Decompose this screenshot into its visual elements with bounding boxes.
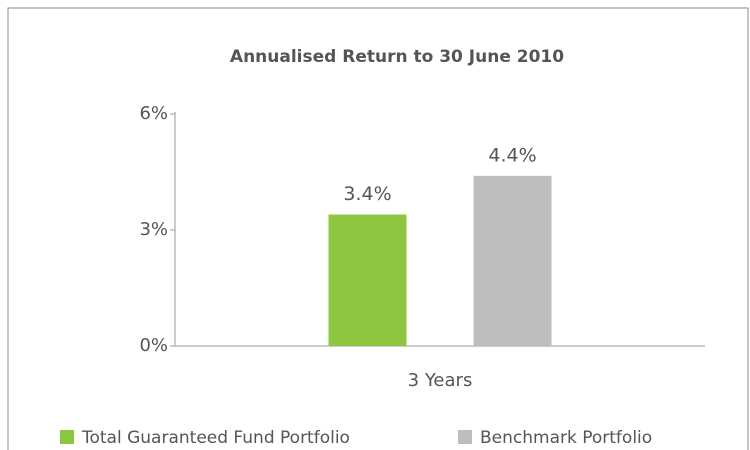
value-label: 3.4% (343, 183, 391, 205)
x-tick-label: 3 Years (408, 370, 473, 391)
legend-label: Total Guaranteed Fund Portfolio (81, 428, 350, 448)
legend-swatch (458, 430, 472, 444)
y-tick-label: 0% (139, 335, 168, 356)
legend-label: Benchmark Portfolio (480, 428, 652, 448)
frame (7, 7, 749, 450)
y-tick-label: 6% (139, 103, 168, 124)
bar (328, 214, 407, 346)
legend-swatch (60, 430, 74, 444)
value-label: 4.4% (488, 144, 536, 166)
bar (473, 175, 552, 346)
y-tick-label: 3% (139, 219, 168, 240)
chart-title: Annualised Return to 30 June 2010 (230, 47, 564, 67)
